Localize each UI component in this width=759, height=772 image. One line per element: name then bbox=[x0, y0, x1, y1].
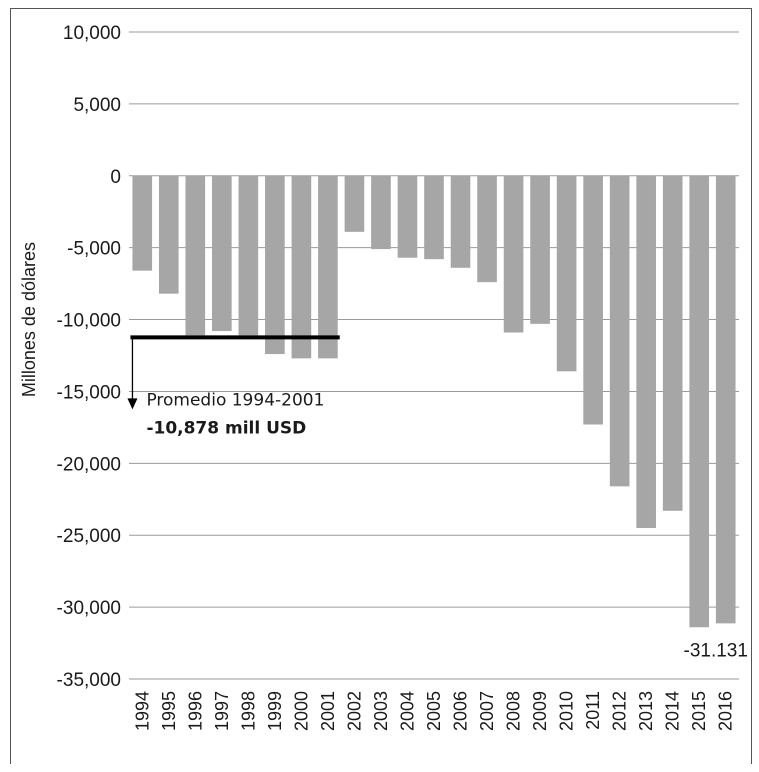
y-tick-label: -30,000 bbox=[57, 598, 121, 619]
y-axis-tick-labels: 10,000 5,000 0 -5,000 -10,000 -15,000 -20,000 -… bbox=[57, 23, 121, 691]
chart-frame: 10,000 5,000 0 -5,000 -10,000 -15,000 -20,000 -… bbox=[10, 8, 752, 764]
x-tick-label: 2000 bbox=[291, 691, 311, 731]
x-tick-label: 2010 bbox=[557, 691, 577, 731]
x-tick-label: 2013 bbox=[636, 691, 656, 731]
y-tick-label: -25,000 bbox=[57, 526, 121, 547]
y-tick-label: 5,000 bbox=[73, 95, 121, 116]
bar-2012 bbox=[609, 175, 630, 487]
y-axis-title: Millones de dólares bbox=[19, 242, 39, 397]
arrow-down-icon bbox=[127, 398, 138, 410]
x-tick-label: 1999 bbox=[265, 691, 285, 731]
x-tick-label: 2002 bbox=[344, 691, 364, 731]
x-tick-label: 2012 bbox=[610, 691, 630, 731]
x-tick-label: 1997 bbox=[212, 691, 232, 731]
bar-2001 bbox=[318, 175, 338, 359]
bar-1998 bbox=[238, 175, 259, 336]
x-tick-label: 2016 bbox=[716, 691, 736, 731]
bar-2015 bbox=[689, 175, 710, 628]
bars bbox=[132, 175, 736, 628]
x-tick-label: 2006 bbox=[451, 691, 471, 731]
x-tick-label: 1998 bbox=[238, 691, 258, 731]
bar-2005 bbox=[424, 175, 444, 260]
bar-2000 bbox=[291, 175, 312, 359]
bar-2016 bbox=[715, 175, 736, 624]
x-tick-label: 2007 bbox=[477, 691, 497, 731]
y-tick-label: 10,000 bbox=[63, 23, 121, 44]
x-axis-tick-labels: 1994 1995 1996 1997 1998 1999 2000 2001 2002 2003… bbox=[132, 691, 735, 731]
bar-1997 bbox=[212, 175, 232, 332]
x-tick-label: 2009 bbox=[530, 691, 550, 731]
bar-1994 bbox=[132, 175, 153, 271]
bar-1996 bbox=[185, 175, 206, 336]
y-tick-label: -35,000 bbox=[57, 670, 121, 691]
y-tick-label: -5,000 bbox=[67, 239, 121, 260]
bar-2011 bbox=[583, 175, 603, 425]
average-annotation: Promedio 1994-2001 -10,878 mill USD bbox=[127, 335, 340, 438]
y-tick-label: -20,000 bbox=[57, 454, 121, 475]
x-tick-label: 1994 bbox=[132, 691, 152, 731]
x-tick-label: 2015 bbox=[689, 691, 709, 731]
x-tick-label: 1996 bbox=[185, 691, 205, 731]
y-tick-label: 0 bbox=[110, 167, 121, 188]
x-tick-label: 2004 bbox=[397, 691, 417, 731]
average-label-value: -10,878 mill USD bbox=[146, 418, 306, 438]
bar-2006 bbox=[450, 175, 471, 268]
bar-1995 bbox=[158, 175, 179, 294]
bar-2014 bbox=[662, 175, 683, 511]
bar-2013 bbox=[636, 175, 656, 529]
bar-chart: 10,000 5,000 0 -5,000 -10,000 -15,000 -20,000 -… bbox=[19, 23, 748, 731]
x-tick-label: 2003 bbox=[371, 691, 391, 731]
x-tick-label: 2005 bbox=[424, 691, 444, 731]
y-tick-label: -10,000 bbox=[57, 311, 121, 332]
bar-2004 bbox=[397, 175, 418, 258]
x-tick-label: 2001 bbox=[318, 691, 338, 731]
x-tick-label: 1995 bbox=[159, 691, 179, 731]
average-label-period: Promedio 1994-2001 bbox=[146, 390, 324, 410]
bar-2010 bbox=[556, 175, 577, 372]
bar-2009 bbox=[530, 175, 550, 324]
last-bar-value-label: -31.131 bbox=[684, 640, 748, 661]
x-tick-label: 2011 bbox=[583, 691, 603, 730]
bar-2002 bbox=[344, 175, 365, 232]
bar-2007 bbox=[477, 175, 497, 283]
x-tick-label: 2014 bbox=[663, 691, 683, 731]
x-tick-label: 2008 bbox=[504, 691, 524, 731]
y-tick-label: -15,000 bbox=[57, 382, 121, 403]
bar-2003 bbox=[371, 175, 391, 250]
bar-2008 bbox=[503, 175, 524, 333]
bar-1999 bbox=[265, 175, 285, 355]
